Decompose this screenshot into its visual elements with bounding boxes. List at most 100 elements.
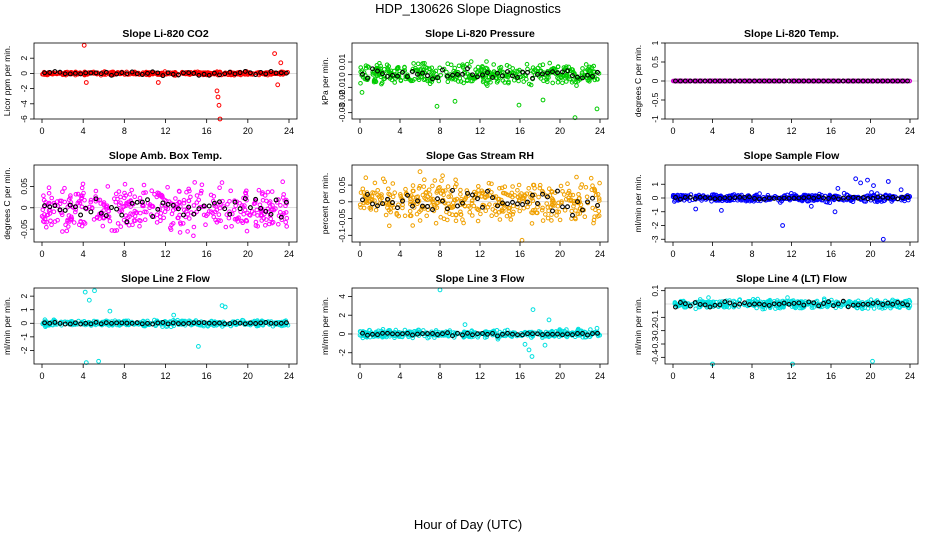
plot-frame [664, 164, 919, 243]
data-point [532, 192, 537, 198]
outlier-point [196, 344, 201, 349]
data-point [680, 78, 685, 84]
data-point [146, 322, 151, 327]
data-point [368, 207, 374, 212]
hourly-point [196, 72, 202, 78]
data-point [410, 195, 416, 200]
data-point [138, 218, 143, 224]
data-point [537, 182, 543, 188]
hourly-point [796, 195, 802, 201]
data-point [181, 197, 187, 203]
hourly-point [485, 188, 490, 194]
data-point [176, 188, 182, 194]
data-point [208, 192, 214, 198]
hourly-point [707, 195, 713, 201]
hourly-point [702, 195, 708, 201]
hourly-point [560, 332, 565, 338]
hourly-point [365, 75, 370, 81]
hourly-point [870, 195, 876, 201]
data-point [584, 194, 590, 200]
data-point [173, 196, 178, 201]
outlier-point [542, 342, 548, 348]
data-point [398, 194, 404, 199]
data-point [154, 194, 160, 200]
data-point [454, 196, 460, 202]
data-point [410, 188, 416, 194]
hourly-point [114, 206, 120, 212]
data-point [385, 205, 390, 210]
data-point [760, 78, 765, 84]
data-point [386, 64, 392, 69]
data-point [237, 201, 242, 206]
data-point [283, 210, 289, 215]
data-point [212, 209, 218, 215]
data-point [574, 83, 579, 88]
hourly-point [145, 320, 150, 326]
data-point [240, 317, 245, 323]
data-point [466, 203, 472, 209]
data-point [789, 191, 794, 196]
data-point [415, 61, 421, 67]
hourly-points [360, 330, 600, 339]
outlier-point [107, 308, 113, 314]
hourly-point [575, 331, 580, 336]
data-point [213, 217, 218, 223]
data-point [388, 209, 393, 215]
data-point [91, 217, 97, 222]
hourly-point [129, 320, 135, 326]
data-point [458, 209, 463, 215]
hourly-point [283, 70, 289, 76]
data-point [77, 222, 82, 228]
data-point [202, 204, 207, 209]
data-point [507, 205, 513, 211]
data-point [783, 78, 789, 84]
data-point [484, 59, 489, 64]
data-point [284, 197, 289, 203]
x-tick-label: 24 [905, 249, 915, 259]
data-point [105, 184, 111, 189]
data-point [907, 299, 912, 305]
hourly-point [752, 301, 757, 307]
data-point [476, 184, 481, 189]
hourly-point [247, 320, 253, 326]
data-point [42, 219, 47, 225]
data-point [75, 200, 81, 206]
data-point [414, 211, 420, 217]
hourly-point [72, 320, 78, 326]
hourly-point [880, 78, 886, 84]
data-point [416, 77, 422, 82]
data-point [242, 203, 247, 208]
data-point [568, 68, 573, 74]
data-point [57, 201, 63, 206]
data-point [438, 72, 444, 78]
chart-panel-2: Slope Li-820 Pressure kPa per min. 0 4 8 12 16… [320, 28, 609, 136]
x-tick-label: 8 [122, 249, 127, 259]
data-point [706, 295, 711, 300]
data-point [270, 220, 276, 225]
hourly-point [535, 201, 540, 206]
x-tick-label: 4 [81, 126, 86, 136]
data-point [163, 203, 168, 208]
data-point [751, 199, 757, 204]
data-point [489, 181, 494, 187]
hourly-point [900, 301, 906, 307]
data-point [547, 60, 553, 66]
hourly-point [42, 70, 48, 76]
data-point [485, 83, 490, 88]
data-point [69, 214, 74, 220]
y-axis-label: ml/min per min. [320, 297, 330, 355]
data-point [158, 218, 163, 223]
hourly-point [370, 66, 375, 72]
outlier-point [832, 209, 838, 215]
data-point [465, 77, 470, 83]
chart-panel-3: Slope Li-820 Temp. degrees C per min. 0 4 8 1… [633, 28, 919, 136]
y-axis-label: Licor ppm per min. [2, 46, 12, 116]
x-tick-label: 20 [555, 249, 565, 259]
y-tick-label: 0 [337, 331, 347, 336]
hourly-point [145, 70, 150, 76]
data-point [529, 221, 535, 226]
hourly-point [425, 204, 430, 209]
x-tick-label: 20 [555, 126, 565, 136]
hourly-point [52, 319, 58, 325]
hourly-point [485, 70, 490, 76]
